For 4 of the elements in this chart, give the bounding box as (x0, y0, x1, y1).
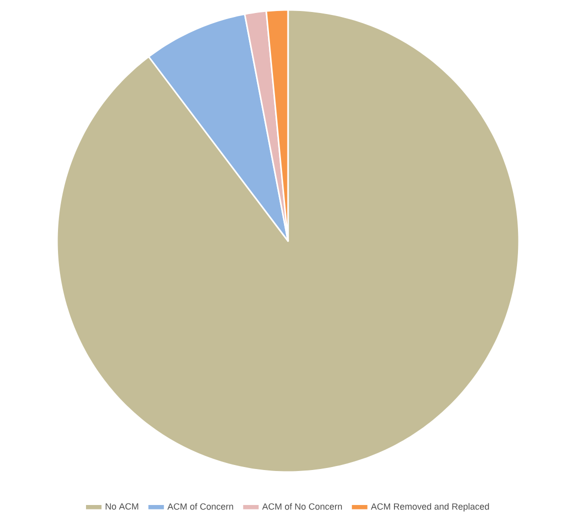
legend-label: ACM of Concern (167, 503, 234, 510)
legend-label: No ACM (106, 503, 138, 510)
legend-label: ACM of No Concern (262, 503, 342, 510)
legend-label: ACM Removed and Replaced (370, 503, 489, 512)
